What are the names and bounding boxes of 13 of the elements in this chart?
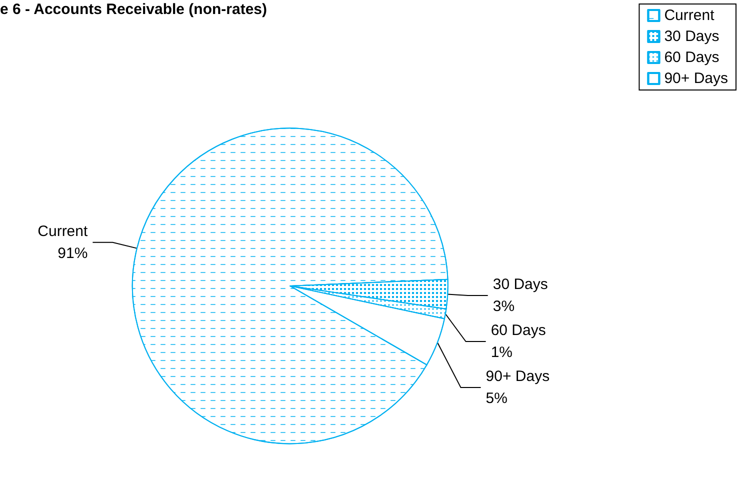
- data-label: 3%: [492, 298, 515, 316]
- slice-label: Current: [38, 222, 88, 240]
- chart-title: e 6 - Accounts Receivable (non-rates): [0, 1, 268, 18]
- legend-label: 90+ Days: [664, 70, 728, 87]
- data-label: 91%: [58, 244, 88, 262]
- data-label: 1%: [490, 344, 512, 362]
- legend-label: Current: [664, 7, 716, 24]
- legend-label: 60 Days: [664, 49, 720, 66]
- slice-label: 60 Days: [490, 322, 546, 340]
- data-label: 5%: [486, 390, 508, 408]
- legend-label: 30 Days: [664, 28, 720, 45]
- slice-label: 30 Days: [492, 276, 548, 294]
- slice-label: 90+ Days: [486, 368, 550, 386]
